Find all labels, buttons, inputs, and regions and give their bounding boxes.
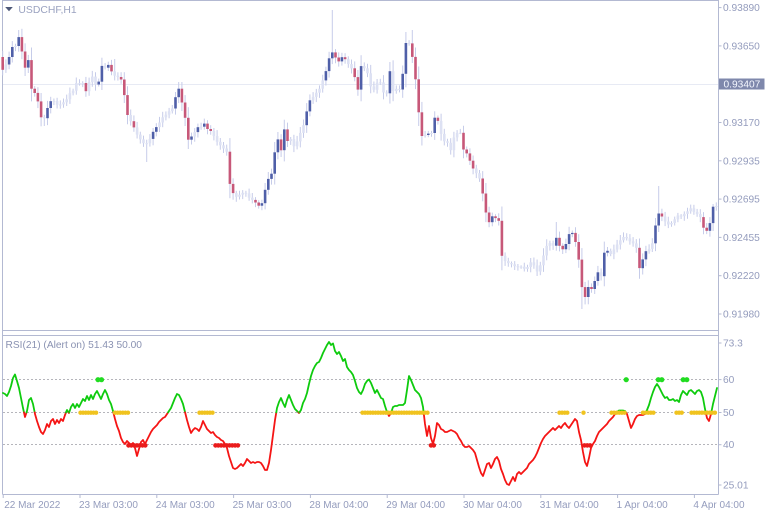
svg-text:30 Mar 04:00: 30 Mar 04:00 xyxy=(463,500,522,511)
svg-text:23 Mar 03:00: 23 Mar 03:00 xyxy=(79,500,138,511)
svg-text:0.93890: 0.93890 xyxy=(723,3,760,14)
svg-text:0.93407: 0.93407 xyxy=(724,80,761,91)
svg-text:50: 50 xyxy=(723,408,735,419)
svg-text:73.3: 73.3 xyxy=(723,339,743,350)
svg-text:USDCHF,H1: USDCHF,H1 xyxy=(18,5,77,16)
svg-text:25 Mar 03:00: 25 Mar 03:00 xyxy=(233,500,292,511)
svg-text:0.92220: 0.92220 xyxy=(723,271,760,282)
svg-text:60: 60 xyxy=(723,375,735,386)
svg-text:29 Mar 04:00: 29 Mar 04:00 xyxy=(386,500,445,511)
svg-text:40: 40 xyxy=(723,440,735,451)
svg-text:RSI(21) (Alert on) 51.43 50.00: RSI(21) (Alert on) 51.43 50.00 xyxy=(6,340,143,351)
svg-text:0.92455: 0.92455 xyxy=(723,233,760,244)
svg-text:22 Mar 2022: 22 Mar 2022 xyxy=(4,500,61,511)
svg-text:0.92695: 0.92695 xyxy=(723,195,760,206)
svg-text:0.91980: 0.91980 xyxy=(723,310,760,321)
svg-text:0.93170: 0.93170 xyxy=(723,118,760,129)
svg-text:31 Mar 04:00: 31 Mar 04:00 xyxy=(540,500,599,511)
svg-text:0.93650: 0.93650 xyxy=(723,41,760,52)
svg-text:28 Mar 04:00: 28 Mar 04:00 xyxy=(309,500,368,511)
svg-text:24 Mar 03:00: 24 Mar 03:00 xyxy=(156,500,215,511)
svg-text:0.92935: 0.92935 xyxy=(723,156,760,167)
svg-text:4 Apr 04:00: 4 Apr 04:00 xyxy=(693,500,745,511)
svg-text:25.01: 25.01 xyxy=(723,481,749,492)
svg-text:1 Apr 04:00: 1 Apr 04:00 xyxy=(617,500,669,511)
